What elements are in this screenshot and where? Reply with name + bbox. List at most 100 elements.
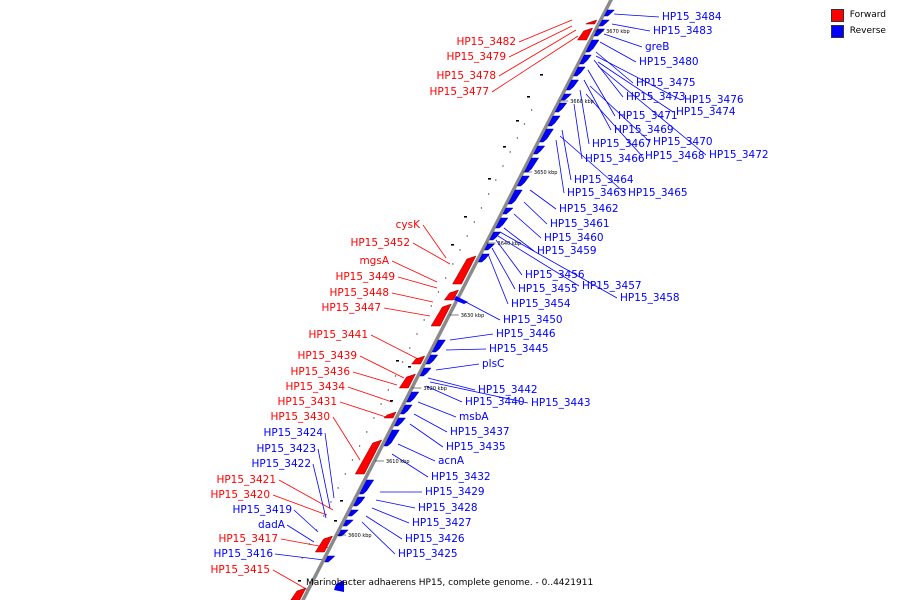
leader-line [487,253,509,305]
reverse-gene [598,19,610,27]
leader-line [391,453,429,478]
leader-line [435,363,480,371]
leader-line [559,135,626,194]
feature-dot [473,221,476,223]
gene-label-reverse: HP15_3467 [592,138,652,150]
gene-label-reverse: HP15_3460 [544,232,604,244]
feature-tick [503,146,506,148]
feature-dot [509,151,511,153]
reverse-gene [524,157,540,173]
gene-label-forward: HP15_3415 [210,564,270,576]
reverse-gene [603,9,615,17]
leader-line [597,65,707,156]
gene-label-forward: HP15_3482 [456,36,516,48]
leader-line [425,385,463,403]
feature-dot [409,347,411,349]
leader-line [529,189,557,210]
gene-label-reverse: msbA [459,411,489,423]
feature-dot [502,165,504,167]
leader-line [409,423,444,448]
leader-line [429,381,529,404]
leader-line [397,276,438,289]
feature-tick [298,580,301,582]
reverse-gene [431,339,446,353]
leader-line [461,299,501,321]
leader-line [595,51,634,84]
leader-line [498,29,577,77]
ruler-label: 3660 kbp [570,99,594,105]
gene-label-forward: HP15_3421 [216,474,276,486]
feature-tick [451,244,454,246]
leader-line [561,129,572,181]
reverse-gene [560,93,572,101]
leader-line [427,377,476,391]
gene-label-reverse: HP15_3470 [653,136,713,148]
ruler-label: 3600 kbp [348,533,372,539]
gene-label-forward: HP15_3431 [277,396,337,408]
reverse-gene [347,509,359,517]
feature-tick [527,96,530,98]
ruler-label: 3630 kbp [461,313,485,319]
gene-label-reverse: HP15_3459 [537,245,597,257]
reverse-gene [507,189,523,205]
leader-line [445,348,487,351]
feature-dot [387,389,389,391]
leader-line [597,61,674,113]
leader-line [391,292,434,303]
gene-label-reverse: HP15_3457 [582,280,642,292]
leader-line [412,242,451,265]
leader-line [611,23,651,32]
leader-line [599,41,637,63]
feature-tick [340,500,343,502]
leader-line [587,69,616,117]
reverse-gene [359,479,375,495]
leader-line [274,553,325,561]
reverse-gene [533,145,546,155]
reverse-gene [489,231,502,241]
feature-dot [401,361,404,363]
feature-dot [344,473,346,475]
leader-line [361,521,396,555]
reverse-gene [565,79,580,91]
leader-line [523,201,548,225]
feature-dot [516,137,519,139]
forward-gene [411,355,426,365]
gene-label-reverse: HP15_3473 [626,91,686,103]
feature-dot [394,375,397,377]
gene-features [290,9,615,600]
leader-line [495,239,523,276]
legend-label-forward: Forward [849,10,886,20]
feature-dot [466,235,468,237]
reverse-gene [342,519,354,527]
gene-label-forward: HP15_3436 [290,366,350,378]
feature-tick [540,74,543,76]
gene-label-reverse: HP15_3416 [213,548,273,560]
reverse-gene [516,175,530,187]
leader-line [312,463,327,519]
gene-label-reverse: HP15_3429 [425,486,485,498]
reverse-gene [585,39,600,53]
gene-label-reverse: HP15_3442 [478,384,538,396]
leader-line [499,231,618,299]
forward-gene [577,27,594,41]
forward-gene [354,439,383,475]
feature-dot [323,515,325,517]
gene-label-reverse: acnA [438,455,465,467]
leader-line [579,89,590,145]
feature-dot [487,193,490,195]
gene-label-reverse: HP15_3423 [256,443,316,455]
leader-line [518,19,573,43]
gene-label-reverse: HP15_3469 [614,124,674,136]
feature-tick [464,216,467,218]
leader-line [371,507,410,524]
gene-label-forward: cysK [396,219,421,231]
leader-line [508,25,573,58]
gene-label-reverse: HP15_3466 [585,153,645,165]
leader-line [422,224,447,259]
leader-line [491,35,579,93]
label-leader-lines [272,13,707,591]
reverse-swatch [830,24,844,38]
gene-label-reverse: HP15_3424 [263,427,323,439]
leader-line [573,103,583,160]
feature-dot [437,291,440,293]
